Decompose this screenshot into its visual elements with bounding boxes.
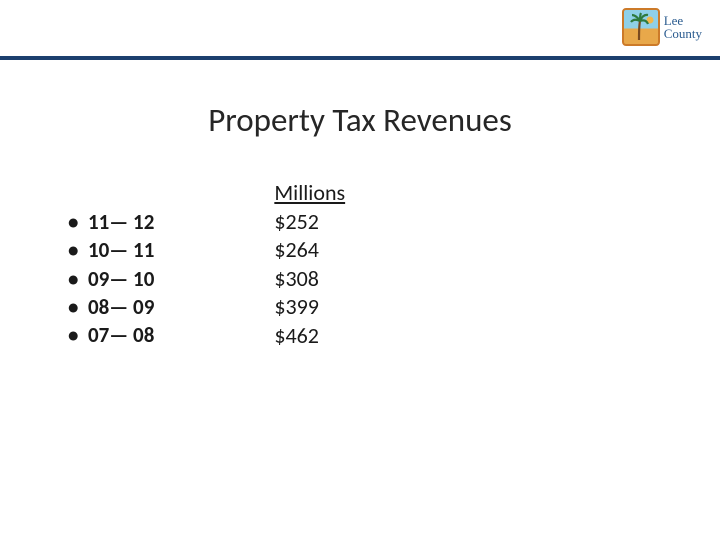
- logo-text: Lee County: [664, 14, 702, 40]
- page-title: Property Tax Revenues: [0, 100, 720, 140]
- bullet-icon: •: [68, 265, 88, 293]
- logo-line2: County: [664, 27, 702, 40]
- column-header: Millions: [274, 178, 345, 208]
- year-label: 08— 09: [88, 293, 154, 321]
- year-label: 11— 12: [88, 208, 154, 236]
- value-cell: $462: [274, 322, 345, 351]
- county-logo: Lee County: [622, 8, 702, 46]
- value-cell: $308: [274, 265, 345, 294]
- header-bar: Lee County: [0, 0, 720, 60]
- bullet-icon: •: [68, 321, 88, 349]
- list-item: • 10— 11: [68, 236, 154, 264]
- value-cell: $252: [274, 208, 345, 237]
- years-column: • 11— 12 • 10— 11 • 09— 10 • 08— 09 • 07…: [68, 178, 154, 351]
- value-cell: $399: [274, 293, 345, 322]
- list-item: • 08— 09: [68, 293, 154, 321]
- list-item: • 11— 12: [68, 208, 154, 236]
- palm-tree-icon: [630, 12, 656, 42]
- year-label: 07— 08: [88, 321, 154, 349]
- bullet-icon: •: [68, 208, 88, 236]
- values-column: Millions $252 $264 $308 $399 $462: [274, 178, 345, 351]
- bullet-icon: •: [68, 293, 88, 321]
- list-item: • 09— 10: [68, 265, 154, 293]
- year-label: 10— 11: [88, 236, 154, 264]
- year-label: 09— 10: [88, 265, 154, 293]
- value-cell: $264: [274, 236, 345, 265]
- content-area: • 11— 12 • 10— 11 • 09— 10 • 08— 09 • 07…: [68, 178, 345, 351]
- logo-badge-icon: [622, 8, 660, 46]
- bullet-icon: •: [68, 236, 88, 264]
- list-item: • 07— 08: [68, 321, 154, 349]
